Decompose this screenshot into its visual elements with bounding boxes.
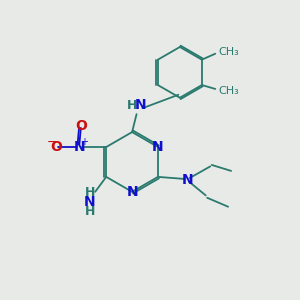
- Text: N: N: [84, 195, 96, 209]
- Text: N: N: [152, 140, 164, 154]
- Text: H: H: [127, 99, 137, 112]
- Text: CH₃: CH₃: [219, 46, 240, 57]
- Text: +: +: [80, 137, 88, 147]
- Text: CH₃: CH₃: [219, 86, 240, 96]
- Text: N: N: [135, 98, 147, 112]
- Text: N: N: [126, 185, 138, 199]
- Text: −: −: [46, 136, 57, 149]
- Text: N: N: [182, 173, 194, 187]
- Text: O: O: [50, 140, 62, 154]
- Text: H: H: [85, 186, 95, 199]
- Text: H: H: [85, 205, 95, 218]
- Text: N: N: [74, 140, 85, 154]
- Text: O: O: [75, 118, 87, 133]
